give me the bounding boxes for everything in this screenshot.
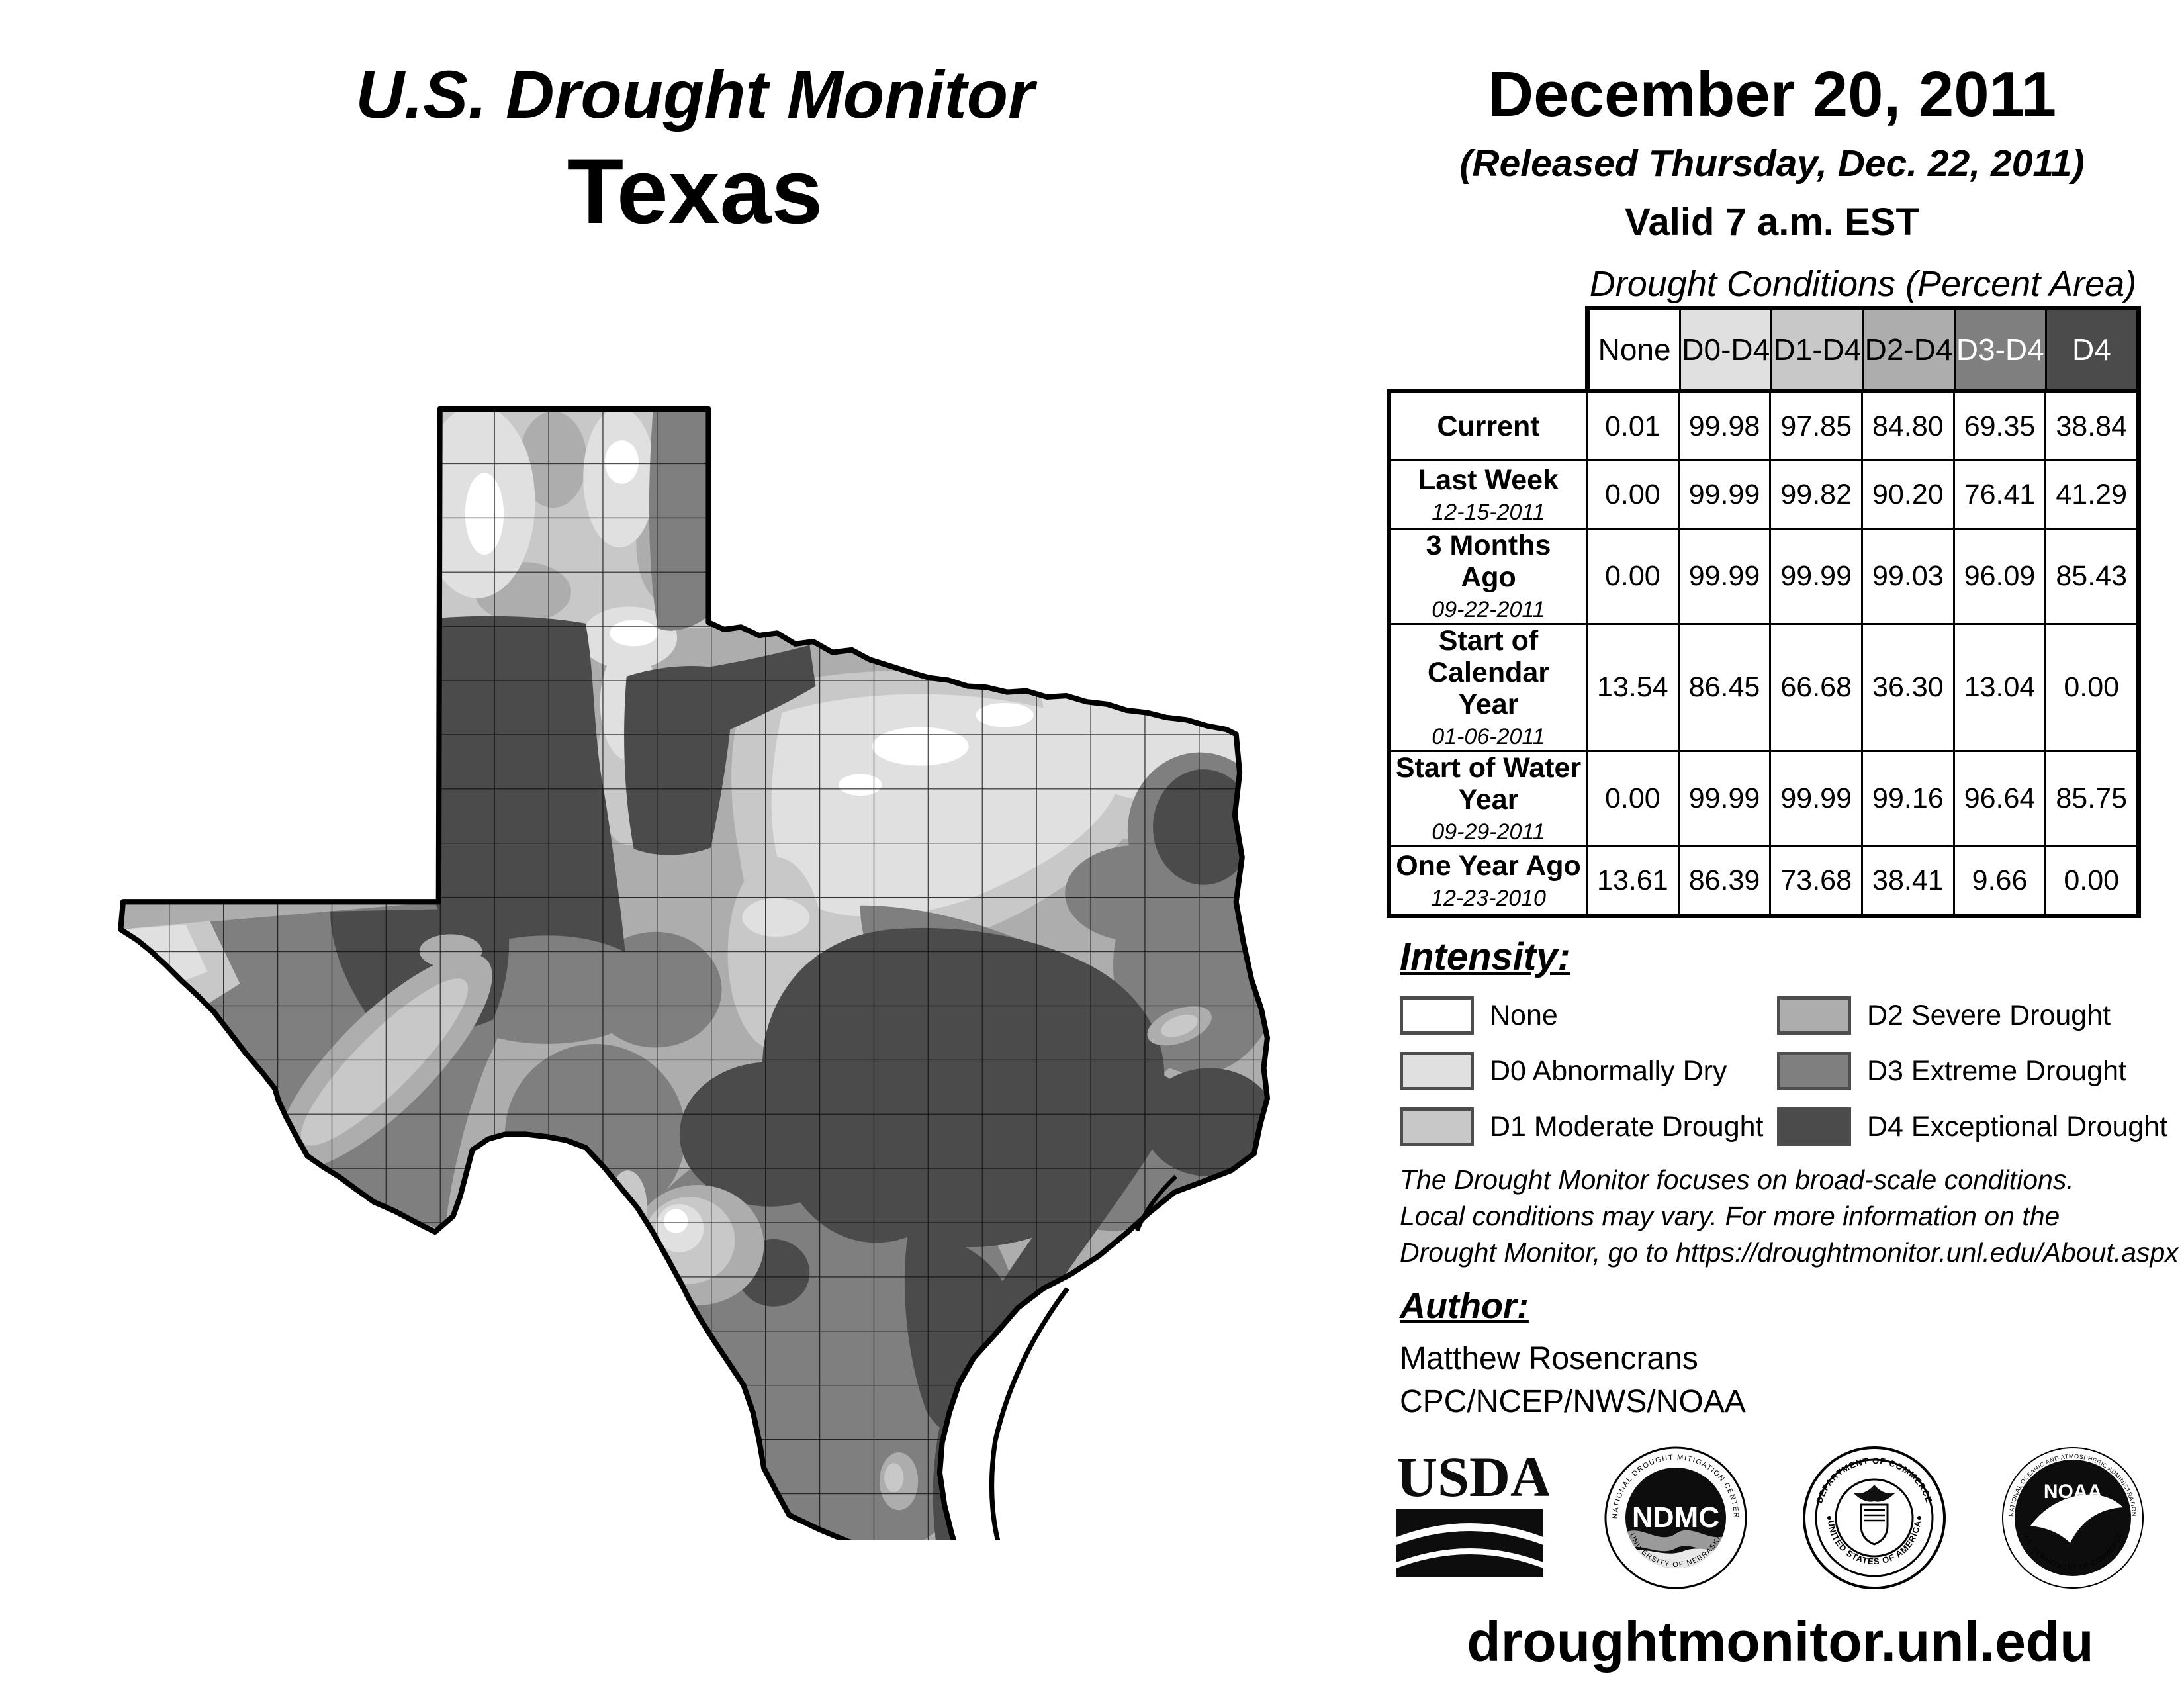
table-cell: 96.64 xyxy=(1952,752,2045,845)
noaa-logo-icon: NOAA NATIONAL OCEANIC AND ATMOSPHERIC AD… xyxy=(2002,1447,2144,1589)
table-row-one-year-ago: One Year Ago 12-23-2010 13.61 86.39 73.6… xyxy=(1391,845,2136,914)
table-col-header-d0-d4: D0-D4 xyxy=(1679,310,1771,389)
table-row-start-water-year: Start of Water Year 09-29-2011 0.00 99.9… xyxy=(1391,750,2136,845)
table-cell: 13.61 xyxy=(1597,864,1668,896)
table-col-header-d3-d4: D3-D4 xyxy=(1953,310,2045,389)
drought-conditions-table: Current 0.01 99.98 97.85 84.80 69.35 38.… xyxy=(1387,389,2141,918)
table-cell: 97.85 xyxy=(1769,393,1861,459)
legend-swatch-d2 xyxy=(1777,996,1851,1035)
table-row-3-months-ago: 3 Months Ago 09-22-2011 0.00 99.99 99.99… xyxy=(1391,528,2136,623)
usda-logo-icon: USDA xyxy=(1396,1448,1549,1577)
table-cell: 69.35 xyxy=(1952,393,2045,459)
release-note: (Released Thursday, Dec. 22, 2011) xyxy=(1459,142,2085,185)
table-cell: 0.00 xyxy=(2044,847,2136,914)
table-cell: 13.54 xyxy=(1597,671,1668,703)
table-cell: 99.82 xyxy=(1769,461,1861,528)
table-cell: 76.41 xyxy=(1952,461,2045,528)
padre-island xyxy=(989,1287,1069,1540)
legend-swatch-d1 xyxy=(1400,1107,1474,1146)
svg-text:USDA: USDA xyxy=(1396,1448,1549,1509)
legend-column-right: D2 Severe Drought D3 Extreme Drought D4 … xyxy=(1777,988,2167,1154)
legend-swatch-none xyxy=(1400,996,1474,1035)
table-row-last-week: Last Week 12-15-2011 0.00 99.99 99.82 90… xyxy=(1391,459,2136,528)
table-cell: 38.84 xyxy=(2044,393,2136,459)
table-cell: 36.30 xyxy=(1861,625,1953,750)
table-cell: 73.68 xyxy=(1769,847,1861,914)
row-label: One Year Ago 12-23-2010 xyxy=(1391,847,1588,914)
table-cell: 99.98 xyxy=(1677,393,1770,459)
texas-map-svg xyxy=(118,406,1271,1540)
svg-text:NOAA: NOAA xyxy=(2044,1481,2102,1503)
row-label: 3 Months Ago 09-22-2011 xyxy=(1391,530,1588,623)
table-cell: 99.99 xyxy=(1677,752,1770,845)
legend-item-d2: D2 Severe Drought xyxy=(1777,988,2167,1043)
table-row-current: Current 0.01 99.98 97.85 84.80 69.35 38.… xyxy=(1391,393,2136,459)
drought-shading xyxy=(120,408,1267,1540)
agency-logos: USDA NDMC NATIONAL DROUGHT MITIGATION CE… xyxy=(1396,1446,2144,1589)
legend-swatch-d4 xyxy=(1777,1107,1851,1146)
table-cell: 41.29 xyxy=(2044,461,2136,528)
table-column-headers: None D0-D4 D1-D4 D2-D4 D3-D4 D4 xyxy=(1585,306,2141,393)
author-name: Matthew Rosencrans xyxy=(1400,1341,1698,1376)
legend-swatch-d0 xyxy=(1400,1052,1474,1090)
texas-drought-map xyxy=(89,387,1294,1540)
table-cell: 0.01 xyxy=(1604,410,1661,442)
table-cell: 66.68 xyxy=(1769,625,1861,750)
table-cell: 38.41 xyxy=(1861,847,1953,914)
table-cell: 86.45 xyxy=(1677,625,1770,750)
row-label: Start of Water Year 09-29-2011 xyxy=(1391,752,1588,845)
legend-item-none: None xyxy=(1400,988,1764,1043)
report-title: U.S. Drought Monitor xyxy=(355,57,1034,132)
svg-text:NDMC: NDMC xyxy=(1632,1501,1719,1534)
table-cell: 99.99 xyxy=(1769,752,1861,845)
author-heading: Author: xyxy=(1400,1286,1529,1326)
table-cell: 99.03 xyxy=(1861,530,1953,623)
legend-column-left: None D0 Abnormally Dry D1 Moderate Droug… xyxy=(1400,988,1764,1154)
row-label: Last Week 12-15-2011 xyxy=(1391,461,1588,528)
table-cell: 99.99 xyxy=(1677,461,1770,528)
table-cell: 84.80 xyxy=(1861,393,1953,459)
table-row-start-calendar-year: Start of Calendar Year 01-06-2011 13.54 … xyxy=(1391,623,2136,750)
galveston-island xyxy=(1135,1174,1177,1232)
legend-swatch-d3 xyxy=(1777,1052,1851,1090)
table-col-header-none: None xyxy=(1590,310,1680,389)
report-region-title: Texas xyxy=(567,139,823,243)
table-cell: 85.75 xyxy=(2044,752,2136,845)
table-cell: 13.04 xyxy=(1952,625,2045,750)
footer-url: droughtmonitor.unl.edu xyxy=(1467,1611,2094,1673)
county-grid xyxy=(120,408,1267,1540)
table-cell: 0.00 xyxy=(1604,478,1661,510)
table-cell: 90.20 xyxy=(1861,461,1953,528)
table-cell: 85.43 xyxy=(2044,530,2136,623)
table-cell: 0.00 xyxy=(1604,782,1661,814)
release-header: December 20, 2011 (Released Thursday, De… xyxy=(1403,58,2141,244)
table-col-header-d1-d4: D1-D4 xyxy=(1770,310,1862,389)
legend-item-d0: D0 Abnormally Dry xyxy=(1400,1043,1764,1099)
table-heading: Drought Conditions (Percent Area) xyxy=(1589,264,2137,304)
table-cell: 0.00 xyxy=(1604,560,1661,592)
table-cell: 9.66 xyxy=(1952,847,2045,914)
author-org: CPC/NCEP/NWS/NOAA xyxy=(1400,1384,1746,1419)
table-cell: 96.09 xyxy=(1952,530,2045,623)
legend-heading: Intensity: xyxy=(1400,935,1570,978)
table-cell: 99.99 xyxy=(1769,530,1861,623)
legend-item-d4: D4 Exceptional Drought xyxy=(1777,1099,2167,1154)
table-cell: 86.39 xyxy=(1677,847,1770,914)
texas-outline xyxy=(118,406,1271,1540)
legend-item-d1: D1 Moderate Drought xyxy=(1400,1099,1764,1154)
table-col-header-d2-d4: D2-D4 xyxy=(1862,310,1954,389)
commerce-seal-icon: DEPARTMENT OF COMMERCE UNITED STATES OF … xyxy=(1803,1446,1946,1589)
disclaimer: The Drought Monitor focuses on broad-sca… xyxy=(1400,1164,2179,1268)
map-date: December 20, 2011 xyxy=(1487,59,2057,130)
row-label: Start of Calendar Year 01-06-2011 xyxy=(1391,625,1588,750)
table-cell: 99.99 xyxy=(1677,530,1770,623)
ndmc-logo-icon: NDMC NATIONAL DROUGHT MITIGATION CENTER … xyxy=(1604,1446,1747,1589)
row-label: Current xyxy=(1391,393,1588,459)
valid-time: Valid 7 a.m. EST xyxy=(1625,201,1919,244)
table-col-header-d4: D4 xyxy=(2044,310,2137,389)
table-cell: 0.00 xyxy=(2044,625,2136,750)
table-cell: 99.16 xyxy=(1861,752,1953,845)
legend-item-d3: D3 Extreme Drought xyxy=(1777,1043,2167,1099)
